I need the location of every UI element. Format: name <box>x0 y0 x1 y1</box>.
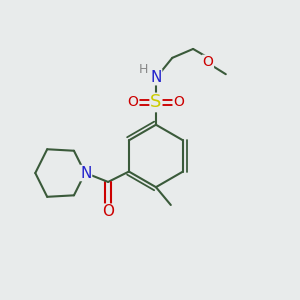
Text: N: N <box>80 166 92 181</box>
Text: O: O <box>173 95 184 110</box>
Text: O: O <box>128 95 139 110</box>
Text: H: H <box>139 63 148 76</box>
Text: S: S <box>150 93 162 111</box>
Text: O: O <box>102 204 114 219</box>
Text: O: O <box>202 55 213 69</box>
Text: N: N <box>150 70 162 85</box>
